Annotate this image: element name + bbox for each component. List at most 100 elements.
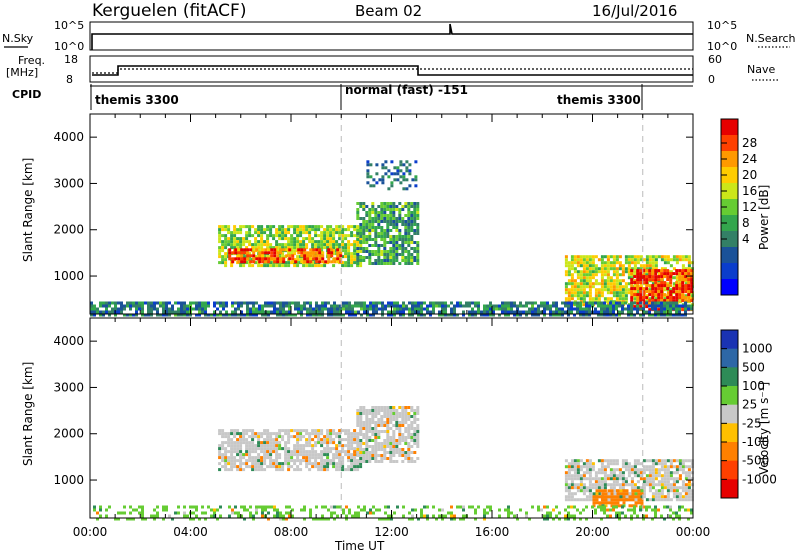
data-cell bbox=[606, 273, 610, 277]
data-cell bbox=[645, 275, 649, 279]
data-cell bbox=[654, 508, 657, 512]
data-cell bbox=[356, 247, 360, 250]
data-cell bbox=[401, 259, 405, 262]
data-cell bbox=[224, 237, 228, 241]
data-cell bbox=[261, 254, 265, 258]
data-cell bbox=[564, 474, 568, 478]
data-cell bbox=[624, 301, 627, 305]
data-cell bbox=[222, 313, 225, 317]
data-cell bbox=[300, 508, 303, 512]
data-cell bbox=[609, 304, 612, 308]
data-cell bbox=[254, 450, 258, 454]
data-cell bbox=[317, 429, 321, 433]
data-cell bbox=[242, 456, 246, 460]
data-cell bbox=[624, 468, 628, 472]
data-cell bbox=[275, 240, 279, 244]
data-cell bbox=[654, 492, 658, 496]
data-cell bbox=[389, 211, 393, 214]
data-cell bbox=[675, 269, 679, 273]
data-cell bbox=[573, 462, 577, 466]
data-cell bbox=[642, 293, 646, 297]
data-cell bbox=[660, 495, 664, 499]
data-cell bbox=[90, 307, 93, 311]
data-cell bbox=[576, 474, 580, 478]
range-tick-label: 3000 bbox=[53, 380, 84, 394]
data-cell bbox=[371, 217, 375, 220]
data-cell bbox=[669, 264, 673, 268]
data-cell bbox=[579, 297, 583, 301]
data-cell bbox=[404, 409, 408, 412]
data-cell bbox=[177, 505, 180, 509]
data-cell bbox=[272, 450, 276, 454]
data-cell bbox=[254, 243, 258, 247]
data-cell bbox=[645, 459, 649, 463]
data-cell bbox=[606, 285, 610, 289]
data-cell bbox=[666, 294, 670, 298]
data-cell bbox=[383, 445, 387, 448]
data-cell bbox=[573, 307, 576, 311]
data-cell bbox=[625, 489, 629, 493]
data-cell bbox=[350, 447, 354, 451]
data-cell bbox=[633, 307, 636, 311]
data-cell bbox=[642, 278, 646, 282]
data-cell bbox=[275, 432, 279, 436]
data-cell bbox=[633, 285, 637, 289]
data-cell bbox=[660, 465, 664, 469]
data-cell bbox=[144, 313, 147, 317]
data-cell bbox=[678, 310, 681, 314]
data-cell bbox=[681, 299, 685, 303]
data-cell bbox=[573, 514, 576, 518]
data-cell bbox=[663, 284, 667, 288]
data-cell bbox=[225, 304, 228, 308]
data-cell bbox=[266, 465, 270, 469]
data-cell bbox=[281, 243, 285, 247]
data-cell bbox=[438, 310, 441, 314]
data-cell bbox=[237, 248, 241, 252]
data-cell bbox=[230, 231, 234, 235]
data-cell bbox=[339, 248, 343, 252]
data-cell bbox=[408, 511, 411, 515]
data-cell bbox=[630, 483, 634, 487]
data-cell bbox=[654, 261, 658, 265]
data-cell bbox=[666, 505, 669, 509]
data-cell bbox=[234, 248, 238, 252]
data-cell bbox=[663, 293, 667, 297]
data-cell bbox=[648, 489, 652, 493]
data-cell bbox=[254, 228, 258, 232]
data-cell bbox=[221, 234, 225, 238]
data-cell bbox=[317, 438, 321, 442]
power-mode-boundaries bbox=[340, 114, 644, 314]
data-cell bbox=[404, 226, 408, 229]
data-cell bbox=[275, 444, 279, 448]
data-cell bbox=[365, 445, 369, 448]
data-cell bbox=[392, 253, 396, 256]
data-cell bbox=[687, 293, 691, 297]
data-cell bbox=[411, 517, 414, 521]
data-cell bbox=[335, 225, 339, 229]
data-cell bbox=[285, 505, 288, 509]
data-cell bbox=[368, 436, 372, 439]
data-cell bbox=[251, 438, 255, 442]
data-cell bbox=[348, 307, 351, 311]
data-cell bbox=[381, 304, 384, 308]
data-cell bbox=[633, 468, 637, 472]
data-cell bbox=[314, 234, 318, 238]
data-cell bbox=[585, 282, 589, 286]
data-cell bbox=[408, 301, 411, 305]
data-cell bbox=[389, 220, 393, 223]
data-cell bbox=[621, 307, 624, 311]
data-cell bbox=[225, 310, 228, 314]
data-cell bbox=[273, 304, 276, 308]
data-cell bbox=[630, 301, 633, 305]
data-cell bbox=[252, 251, 256, 255]
data-cell bbox=[564, 270, 568, 274]
data-cell bbox=[221, 459, 225, 463]
data-cell bbox=[404, 247, 408, 250]
data-cell bbox=[342, 313, 345, 317]
data-cell bbox=[483, 511, 486, 515]
data-cell bbox=[402, 175, 406, 179]
data-cell bbox=[389, 451, 393, 454]
data-cell bbox=[242, 225, 246, 229]
data-cell bbox=[365, 211, 369, 214]
